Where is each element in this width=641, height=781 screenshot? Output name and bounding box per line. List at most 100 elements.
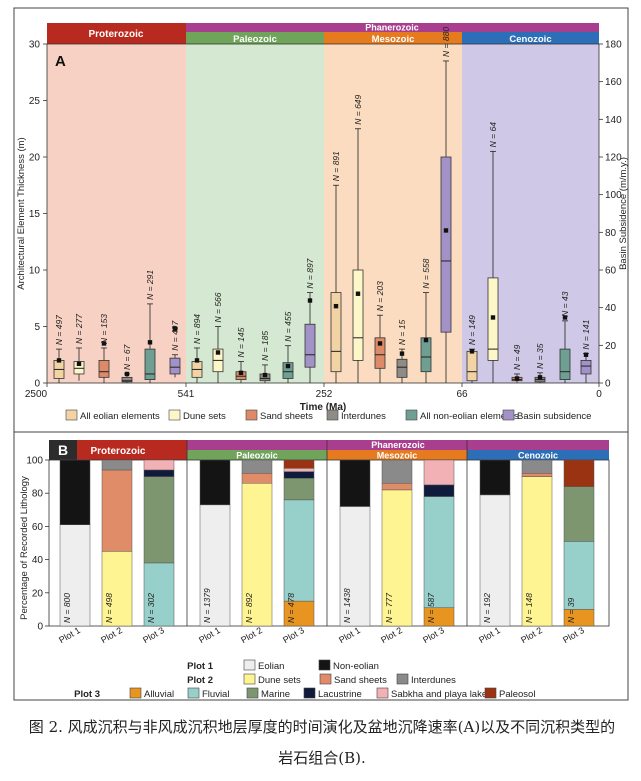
y-axis-label: Architectural Element Thickness (m) <box>16 137 27 289</box>
n-label-cenozoic-plot-1: N = 192 <box>482 593 492 623</box>
n-label-proterozoic-plot-2: N = 498 <box>104 593 114 623</box>
legend-label-alluvial-b: Alluvial <box>144 689 174 700</box>
bar-segment-cenozoic-plot-3-marine <box>563 486 595 542</box>
box-mesozoic-all-eolian-elements <box>330 292 342 373</box>
y2-axis-label: Basin Subsidence (m/m.y.) <box>618 157 629 270</box>
era-bar-cenozoic <box>462 32 599 44</box>
box-proterozoic-all-non-eolian-elements <box>144 348 156 381</box>
n-label-mesozoic-all-non-eolian-elements: N = 558 <box>421 258 431 288</box>
mean-mesozoic-basin-subsidence <box>443 228 449 233</box>
mean-mesozoic-all-eolian-elements <box>333 303 339 309</box>
n-label-paleozoic-all-non-eolian-elements: N = 455 <box>283 311 293 341</box>
y-tick-label: 15 <box>29 209 41 220</box>
y2-tick-label: 160 <box>605 77 622 88</box>
n-label-cenozoic-plot-2: N = 148 <box>524 593 534 623</box>
n-label-proterozoic-sand-sheets: N = 153 <box>99 314 109 344</box>
panel-a: Proterozoic Phanerozoic Paleozoic Mesozoic C… <box>16 23 629 423</box>
n-label-mesozoic-sand-sheets: N = 203 <box>375 281 385 311</box>
bar-segment-proterozoic-plot-3-fluvial <box>143 562 175 627</box>
mean-mesozoic-all-non-eolian-elements <box>423 337 429 343</box>
y2-tick-label: 120 <box>605 153 622 164</box>
n-label-proterozoic-basin-subsidence: N = 497 <box>170 320 180 350</box>
bar-segment-paleozoic-plot-2-dune-sets <box>241 482 273 627</box>
mean-cenozoic-dune-sets <box>490 315 496 320</box>
n-label-paleozoic-interdunes: N = 185 <box>260 331 270 361</box>
mean-proterozoic-dune-sets <box>76 361 82 366</box>
eon-label-proterozoic: Proterozoic <box>88 29 143 40</box>
n-label-cenozoic-all-eolian-elements: N = 149 <box>467 315 477 345</box>
n-label-paleozoic-dune-sets: N = 566 <box>213 292 223 322</box>
y-tick-label: 20 <box>29 153 41 164</box>
panel-label-b: B <box>58 442 68 458</box>
y-tick-label: 0 <box>34 379 40 390</box>
box-paleozoic-all-non-eolian-elements <box>282 362 294 379</box>
box-proterozoic-interdunes <box>121 376 133 383</box>
bar-segment-paleozoic-plot-3-fluvial <box>283 499 315 602</box>
mean-mesozoic-interdunes <box>399 351 405 356</box>
box-cenozoic-all-eolian-elements <box>466 350 478 382</box>
eon-label-phanerozoic-b: Phanerozoic <box>371 440 425 450</box>
y-axis-label-b: Percentage of Recorded Lithology <box>19 476 30 620</box>
box-cenozoic-basin-subsidence <box>580 359 592 375</box>
bar-segment-paleozoic-plot-1-eolian <box>199 504 231 627</box>
era-bar-mesozoic-b <box>327 450 467 460</box>
legend-swatch-sand-sheets-b <box>319 673 332 685</box>
box-paleozoic-basin-subsidence <box>304 323 316 368</box>
bar-segment-paleozoic-plot-3-sabkha-and-playa-lake <box>283 468 315 472</box>
mean-proterozoic-basin-subsidence <box>172 326 178 331</box>
eon-bar-proterozoic <box>47 23 186 44</box>
legend-swatch-alluvial-b <box>129 687 142 699</box>
bar-segment-mesozoic-plot-1-eolian <box>339 506 371 627</box>
y2-tick-label: 180 <box>605 40 622 51</box>
y-tick-label-b: 0 <box>37 622 43 633</box>
n-label-cenozoic-sand-sheets: N = 49 <box>512 344 522 370</box>
x-tick-label: 66 <box>456 389 468 400</box>
era-label-paleozoic: Paleozoic <box>233 34 277 45</box>
legend-swatch-dune-sets <box>168 409 181 421</box>
legend-swatch-all-non-eolian-elements <box>405 409 418 421</box>
eon-bar-phanerozoic-b <box>187 440 609 450</box>
x-tick-label: 0 <box>596 389 602 400</box>
n-label-proterozoic-dune-sets: N = 277 <box>74 314 84 344</box>
n-label-cenozoic-interdunes: N = 35 <box>535 343 545 369</box>
legend-title-plot-2: Plot 2 <box>187 675 213 686</box>
box-proterozoic-basin-subsidence <box>169 357 181 375</box>
legend-label-dune-sets: Dune sets <box>183 411 226 422</box>
bar-segment-paleozoic-plot-3-paleosol <box>283 459 315 469</box>
mean-proterozoic-sand-sheets <box>101 341 107 346</box>
mean-proterozoic-all-non-eolian-elements <box>147 340 153 345</box>
eon-label-proterozoic-b: Proterozoic <box>90 446 145 457</box>
figure: Proterozoic Phanerozoic Paleozoic Mesozoic C… <box>13 7 629 701</box>
legend-label-basin-subsidence: Basin subsidence <box>517 411 591 422</box>
n-label-paleozoic-plot-2: N = 892 <box>244 593 254 623</box>
n-label-proterozoic-all-eolian-elements: N = 497 <box>54 315 64 345</box>
n-label-paleozoic-plot-3: N = 478 <box>286 593 296 623</box>
n-label-proterozoic-plot-3: N = 302 <box>146 593 156 623</box>
legend-title-plot-3: Plot 3 <box>74 689 100 700</box>
era-label-cenozoic-b: Cenozoic <box>518 451 558 461</box>
mean-cenozoic-basin-subsidence <box>583 352 589 357</box>
bar-segment-cenozoic-plot-2-sand-sheets <box>521 473 553 477</box>
legend-label-sabkha-and-playa-lake-b: Sabkha and playa lake <box>391 689 487 700</box>
y-tick-label-b: 20 <box>32 588 44 599</box>
bar-segment-cenozoic-plot-3-paleosol <box>563 459 595 487</box>
y-tick-label: 10 <box>29 266 41 277</box>
bar-segment-proterozoic-plot-3-sabkha-and-playa-lake <box>143 459 175 471</box>
bar-segment-proterozoic-plot-1-non-eolian <box>59 459 91 525</box>
legend-label-all-non-eolian-elements: All non-eolian elements <box>420 411 519 422</box>
y-tick-label-b: 80 <box>32 489 44 500</box>
y2-tick-label: 0 <box>605 379 611 390</box>
y2-tick-label: 40 <box>605 303 617 314</box>
box-mesozoic-dune-sets <box>352 269 364 361</box>
n-label-cenozoic-plot-3: N = 39 <box>566 597 576 623</box>
legend-swatch-lacustrine-b <box>303 687 316 699</box>
era-bar-paleozoic <box>186 32 324 44</box>
legend-label-interdunes: Interdunes <box>341 411 386 422</box>
legend-swatch-all-eolian-elements <box>65 409 78 421</box>
box-cenozoic-all-non-eolian-elements <box>559 348 571 381</box>
mean-proterozoic-all-eolian-elements <box>56 358 62 363</box>
n-label-paleozoic-plot-1: N = 1379 <box>202 588 212 623</box>
eon-bar-phanerozoic <box>186 23 599 32</box>
mean-paleozoic-sand-sheets <box>238 370 244 376</box>
era-label-paleozoic-b: Paleozoic <box>236 451 278 461</box>
